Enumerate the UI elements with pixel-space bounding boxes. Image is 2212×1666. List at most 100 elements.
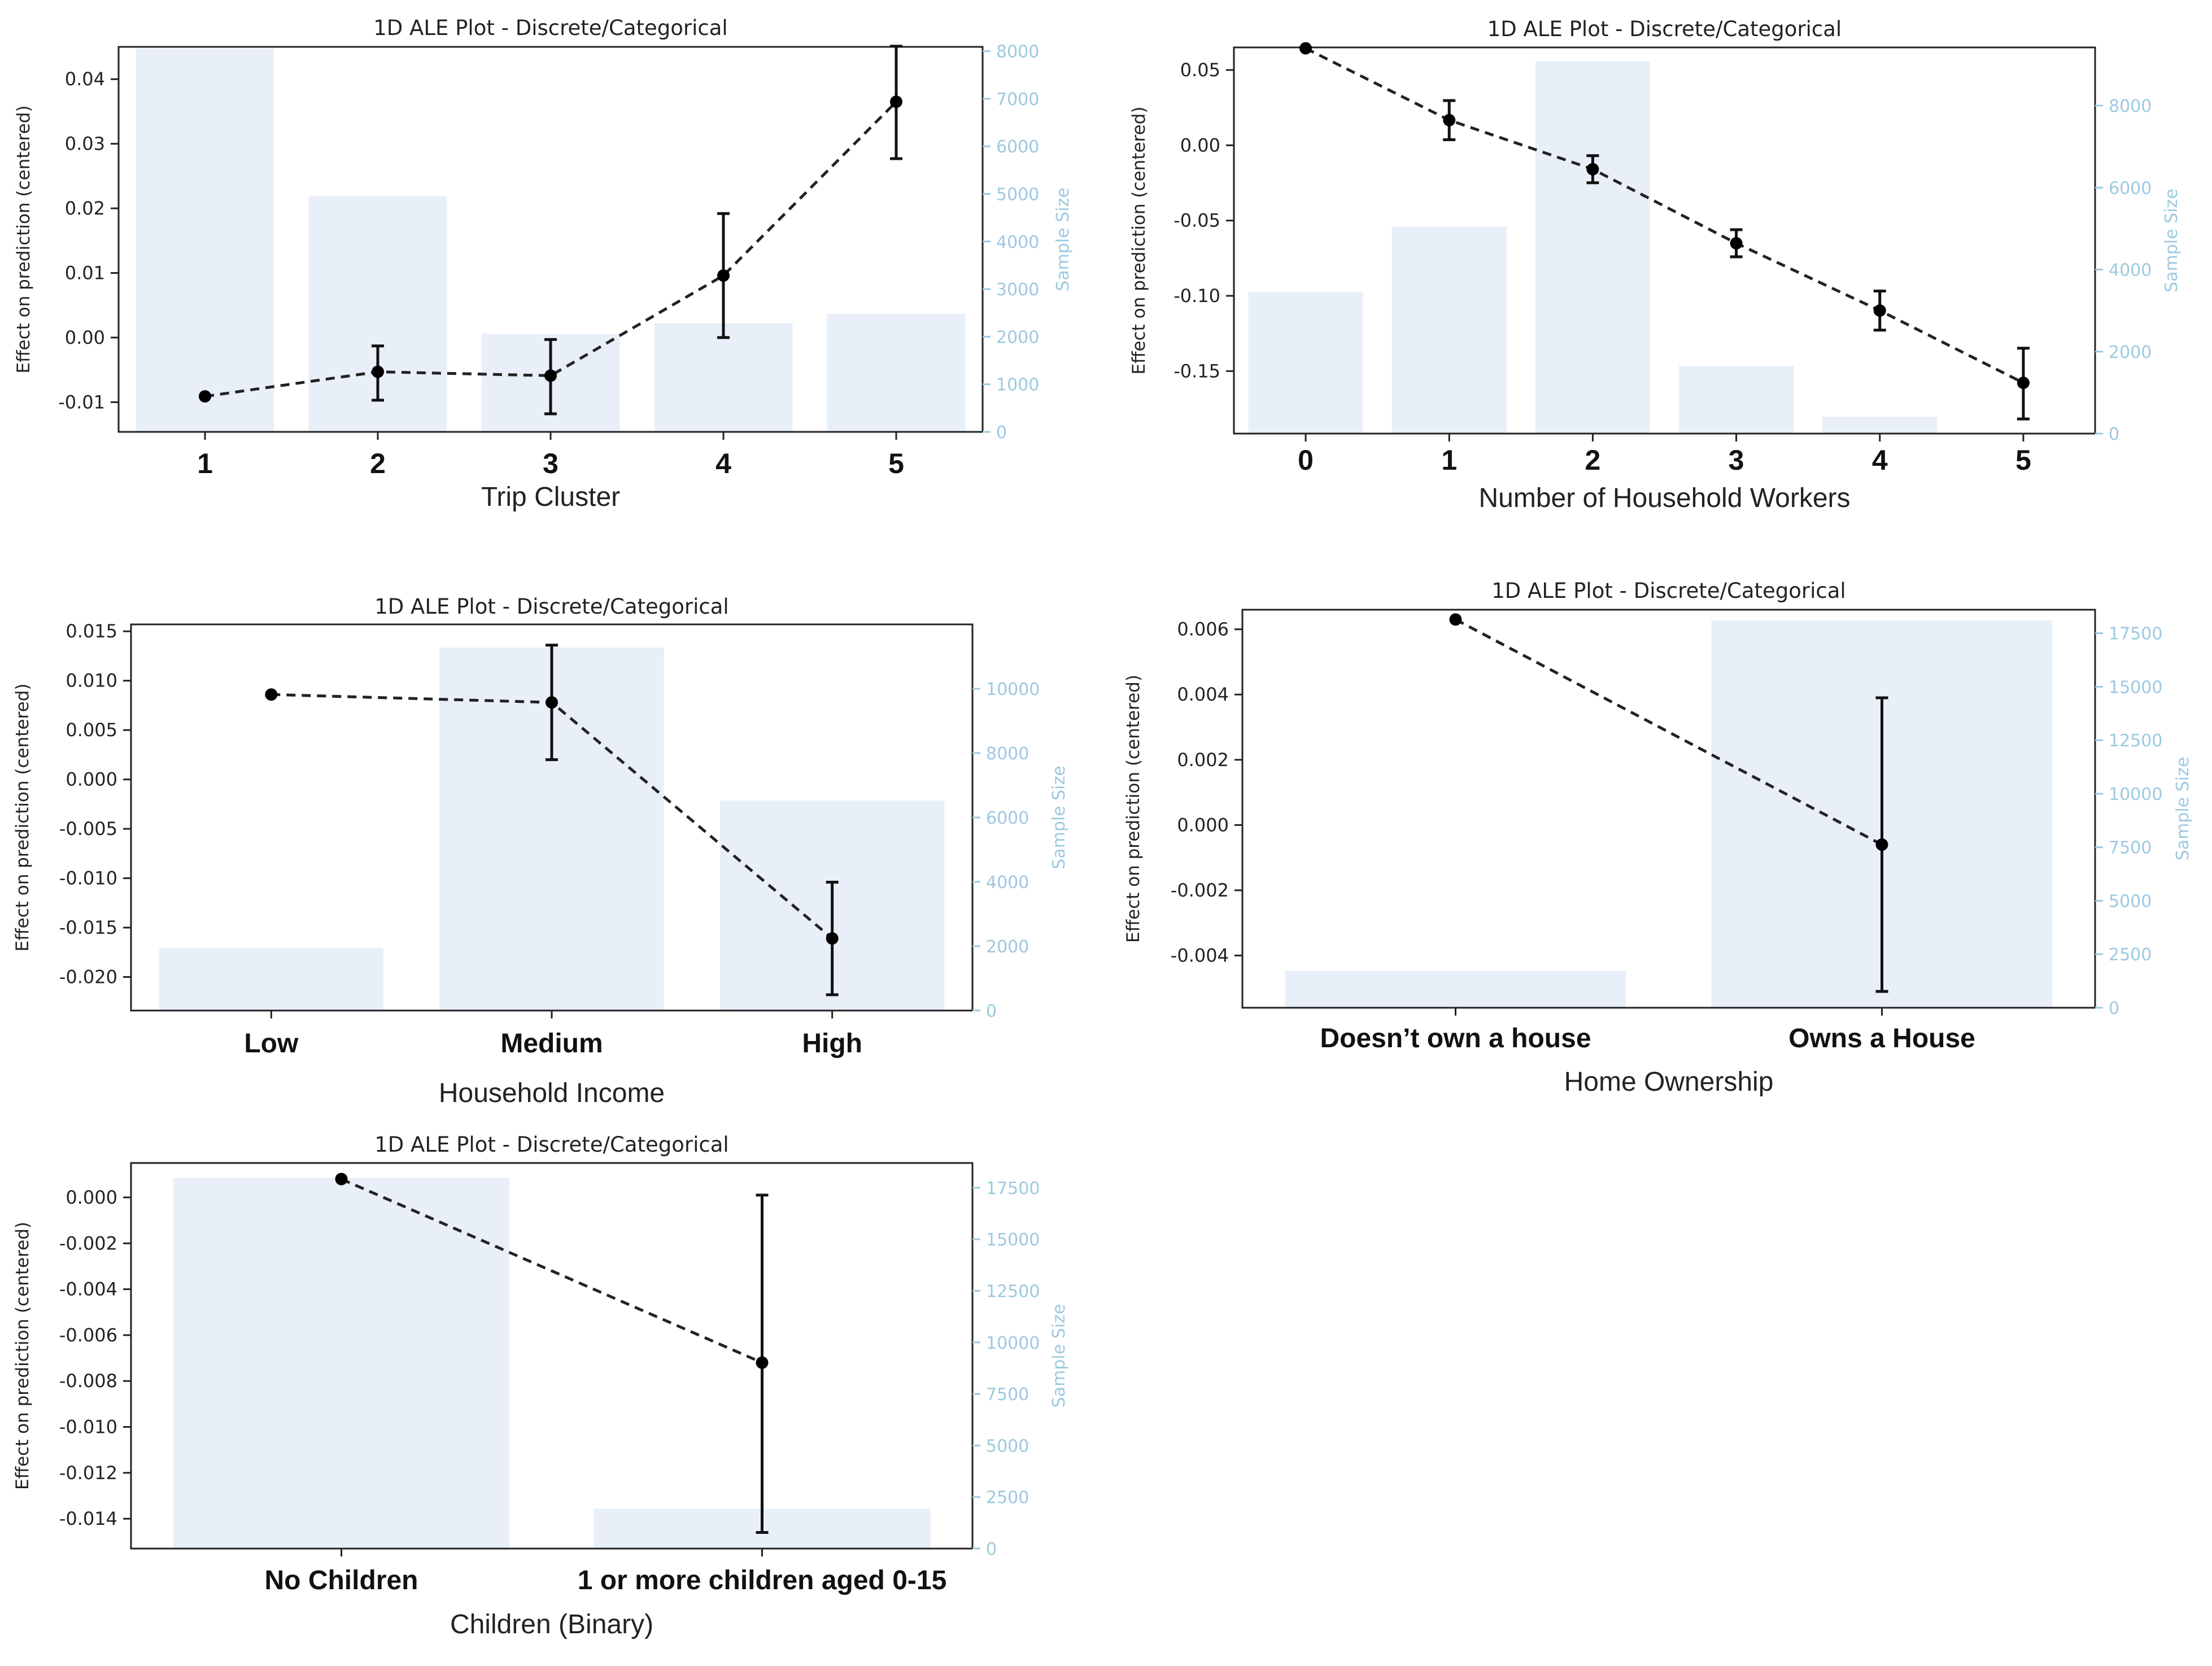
x-category-label: 1 [197,448,213,479]
chart-title: 1D ALE Plot - Discrete/Categorical [1487,17,1842,41]
y-axis-label: Effect on prediction (centered) [1123,675,1144,943]
x-axis-label: Home Ownership [1564,1067,1774,1097]
y-tick-label: -0.15 [1173,360,1220,382]
y2-tick-label: 10000 [986,1333,1040,1353]
y2-tick-label: 8000 [2109,97,2152,116]
y2-tick-label: 17500 [2109,624,2162,644]
y-tick-label: 0.02 [65,198,105,219]
y2-tick-label: 6000 [996,137,1039,157]
y-tick-label: -0.012 [59,1462,117,1484]
ale-line [1304,47,2025,384]
y2-tick-label: 0 [986,1002,997,1021]
ale-subplot-4: -0.004 -0.002 0.000 0.002 0.004 0.006 0 2500 500… [1123,579,2193,1097]
y2-tick-label: 0 [2109,999,2119,1018]
y-tick-label: -0.010 [59,868,117,889]
y2-tick-label: 7000 [996,90,1039,110]
sample-size-bar [1678,366,1794,434]
y-axis-label: Effect on prediction (centered) [12,684,33,952]
sample-size-bar [1822,417,1938,434]
ale-subplot-5: -0.014 -0.012 -0.010 -0.008 -0.006 -0.004 -0.0… [12,1132,1069,1639]
y2-tick-label: 15000 [2109,677,2162,697]
ale-point [199,390,211,403]
y2-tick-label: 12500 [986,1282,1040,1301]
y2-axis-label: Sample Size [1053,187,1073,291]
y-tick-label: -0.05 [1173,210,1220,231]
ale-point [1586,163,1599,176]
y2-axis-label: Sample Size [1049,766,1069,869]
y2-axis-label: Sample Size [1049,1304,1069,1408]
y2-tick-label: 0 [986,1540,997,1559]
sample-size-bar [159,947,383,1011]
ale-point [1299,42,1312,55]
sample-size-bar [173,1178,510,1549]
ale-line [204,100,897,398]
y-tick-label: 0.00 [65,327,105,348]
y-tick-label: 0.005 [66,719,117,741]
y2-tick-label: 7500 [986,1385,1029,1405]
x-category-label: Doesn’t own a house [1320,1024,1591,1053]
x-category-label: 3 [543,448,559,479]
y2-tick-label: 7500 [2109,838,2152,858]
ale-point [1875,838,1888,851]
y2-tick-label: 0 [2109,425,2119,444]
x-category-label: No Children [265,1566,418,1595]
x-category-label: High [802,1029,862,1059]
y-tick-label: -0.020 [59,967,117,988]
y-tick-label: 0.05 [1180,59,1220,81]
ale-point [717,269,730,282]
y2-axis-label: Sample Size [2173,757,2193,861]
y-tick-label: 0.002 [1177,749,1229,771]
x-axis-label: Children (Binary) [450,1610,653,1639]
y2-tick-label: 2500 [2109,945,2152,965]
y-tick-label: -0.01 [58,391,105,413]
y2-tick-label: 6000 [986,808,1029,828]
y-axis-label: Effect on prediction (centered) [12,1222,33,1490]
y-tick-label: -0.004 [1171,945,1229,967]
y2-tick-label: 4000 [996,233,1039,252]
y-axis-label: Effect on prediction (centered) [1129,107,1149,375]
chart-title: 1D ALE Plot - Discrete/Categorical [374,594,728,619]
x-category-label: 4 [715,448,731,479]
y-axis-label: Effect on prediction (centered) [14,106,34,374]
ale-point [1730,237,1743,250]
y-tick-label: 0.000 [66,1187,117,1208]
plot-frame [130,1162,974,1550]
ale-point [1449,613,1462,626]
y-tick-label: -0.014 [59,1508,117,1529]
ale-line [341,1178,763,1364]
ale-point [265,688,278,701]
y2-tick-label: 8000 [996,42,1039,62]
y2-axis-label: Sample Size [2162,189,2182,292]
sample-size-bar [1248,291,1363,434]
y-tick-label: -0.015 [59,917,117,938]
y2-tick-label: 5000 [996,185,1039,204]
y-tick-label: 0.006 [1177,619,1229,640]
y-tick-label: -0.005 [59,818,117,839]
x-axis-label: Trip Cluster [481,482,620,512]
x-category-label: 2 [370,448,386,479]
y2-tick-label: 1000 [996,375,1039,395]
sample-size-bar [827,313,966,432]
y-tick-label: -0.010 [59,1416,117,1438]
y2-tick-label: 4000 [986,873,1029,893]
y2-tick-label: 3000 [996,280,1039,300]
y2-tick-label: 12500 [2109,731,2162,751]
ale-point [372,365,384,378]
ale-point [2017,377,2030,390]
chart-title: 1D ALE Plot - Discrete/Categorical [373,16,727,40]
y-tick-label: -0.004 [59,1279,117,1300]
ale-point [756,1356,769,1369]
ale-point [546,696,558,709]
sample-size-bar [1285,970,1626,1008]
plot-frame [1241,609,2096,1009]
y2-tick-label: 5000 [986,1436,1029,1456]
sample-size-bar [136,49,274,432]
x-axis-label: Number of Household Workers [1478,483,1850,513]
ale-subplot-1: -0.01 0.00 0.01 0.02 0.03 0.04 0 1000 2000 3000 40… [14,16,1073,512]
y-tick-label: 0.03 [65,133,105,155]
chart-title: 1D ALE Plot - Discrete/Categorical [1491,579,1845,603]
y2-tick-label: 5000 [2109,891,2152,911]
y2-tick-label: 17500 [986,1179,1040,1199]
y2-tick-label: 6000 [2109,178,2152,198]
